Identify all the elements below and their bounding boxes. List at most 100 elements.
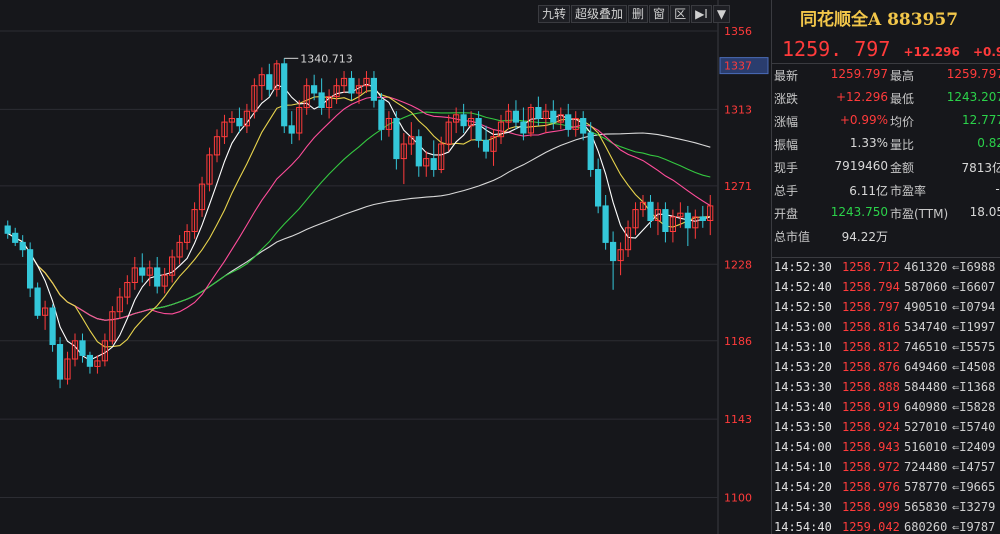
tick-row: 14:53:50 1258.924 527010 ⇐I5740 — [774, 420, 1000, 440]
tick-time: 14:53:20 — [774, 360, 832, 374]
super-overlay-button[interactable]: 超级叠加 — [571, 5, 628, 23]
candle-body — [198, 183, 206, 211]
tick-extra: ⇐I5828 — [952, 400, 996, 414]
y-tick-label: 1313 — [724, 103, 752, 116]
y-tick-label: 1186 — [724, 335, 752, 348]
tick-price: 1258.888 — [842, 380, 900, 394]
stat-value: 6.11亿 — [849, 184, 888, 198]
kline-chart[interactable]: 1356 1337 1313 1271 1228 1186 1143 1100 1340.713 — [0, 0, 770, 534]
candle-body — [602, 205, 609, 243]
quote-panel: 同花顺全A 883957 1259. 797 +12.296 +0.99% 最新… — [771, 0, 1000, 534]
y-tick-label: 1143 — [724, 413, 752, 426]
window-button[interactable]: 窗 — [649, 5, 670, 23]
play-end-icon[interactable]: ▶I — [691, 5, 712, 23]
stat-label: 均价 — [890, 115, 915, 129]
candle-body — [116, 296, 123, 313]
candle-body — [363, 77, 370, 87]
candle-body — [131, 267, 138, 283]
tick-time: 14:54:00 — [774, 440, 832, 454]
candle-body — [475, 118, 482, 141]
candle-body — [393, 118, 400, 160]
stat-value: 0.82 — [977, 136, 1000, 150]
candle-body — [4, 225, 11, 234]
candle-body — [408, 136, 415, 145]
candle-body — [632, 209, 639, 229]
stat-value: 12.777 — [962, 113, 1000, 127]
range-button[interactable]: 区 — [670, 5, 691, 23]
kline-chart-area[interactable]: 1356 1337 1313 1271 1228 1186 1143 1100 1340.713… — [0, 0, 770, 534]
tick-row: 14:53:10 1258.812 746510 ⇐I5575 — [774, 340, 1000, 360]
stat-row: 涨幅 +0.99% 均价 12.777 — [774, 113, 1000, 135]
candle-body — [243, 110, 251, 127]
stat-row: 现手 7919460 金额 7813亿 — [774, 159, 1000, 181]
stat-label: 金额 — [890, 161, 915, 175]
stat-value: +12.296 — [835, 90, 888, 104]
stat-label: 总市值 — [774, 230, 811, 244]
candle-body — [468, 118, 475, 127]
tick-time: 14:52:30 — [774, 260, 832, 274]
stat-value: 7919460 — [834, 159, 888, 173]
candle-body — [565, 114, 572, 130]
tick-extra: ⇐I3279 — [952, 500, 996, 514]
current-price-marker — [719, 57, 769, 75]
candle-body — [124, 282, 131, 298]
stat-label: 现手 — [774, 161, 799, 175]
candle-body — [94, 360, 101, 367]
tick-row: 14:52:30 1258.712 461320 ⇐I6988 — [774, 260, 1000, 280]
nine-turn-button[interactable]: 九转 — [538, 5, 571, 23]
candle-body — [281, 63, 288, 127]
tick-volume: 461320 — [904, 260, 948, 274]
y-tick-label: 1228 — [724, 258, 752, 271]
candle-body — [677, 212, 684, 218]
y-tick-label: 1100 — [724, 492, 752, 505]
tick-time: 14:52:40 — [774, 280, 832, 294]
candle-body — [326, 96, 333, 108]
candle-body — [453, 114, 460, 123]
stat-value: 7813亿 — [961, 161, 1000, 175]
tick-extra: ⇐I9665 — [952, 480, 996, 494]
tick-time: 14:52:50 — [774, 300, 832, 314]
price-change: +12.296 — [903, 45, 960, 59]
stat-row: 振幅 1.33%量比 0.82 — [774, 136, 1000, 158]
price-change-pct: +0.99% — [972, 45, 1000, 59]
tick-extra: ⇐I9787 — [952, 520, 996, 534]
candle-body — [266, 74, 273, 90]
candle-body — [617, 249, 624, 262]
chart-toolbar: 九转 超级叠加 删 窗 区 ▶I ▼ — [538, 5, 731, 23]
candle-body — [273, 63, 280, 90]
tick-price: 1258.919 — [842, 400, 900, 414]
candle-body — [340, 77, 348, 87]
tick-time: 14:53:30 — [774, 380, 832, 394]
tick-extra: ⇐I5740 — [952, 420, 996, 434]
tick-extra: ⇐I4757 — [952, 460, 996, 474]
candle-body — [669, 216, 676, 232]
candle-body — [71, 340, 79, 360]
stat-label: 涨幅 — [774, 115, 799, 129]
tick-volume: 724480 — [904, 460, 948, 474]
tick-price: 1258.999 — [842, 500, 900, 514]
candle-body — [497, 121, 505, 138]
tick-price: 1258.976 — [842, 480, 900, 494]
candle-body — [258, 74, 265, 87]
candle-body — [161, 274, 168, 287]
delete-button[interactable]: 删 — [628, 5, 649, 23]
dropdown-icon[interactable]: ▼ — [712, 5, 731, 23]
tick-volume: 584480 — [904, 380, 948, 394]
candle-body — [400, 143, 407, 160]
candle-body — [430, 158, 437, 171]
stat-value: 1243.750 — [830, 205, 888, 219]
candle-body — [385, 118, 392, 130]
candle-body — [542, 110, 549, 119]
candle-body — [56, 344, 64, 380]
tick-time: 14:53:40 — [774, 400, 832, 414]
candle-body — [595, 169, 602, 207]
tick-time: 14:53:50 — [774, 420, 832, 434]
candle-body — [550, 110, 557, 123]
stat-label: 涨跌 — [774, 92, 799, 106]
candle-body — [79, 340, 86, 356]
divider — [772, 257, 1000, 258]
tick-row: 14:53:00 1258.816 534740 ⇐I1997 — [774, 320, 1000, 340]
stat-label: 最高 — [890, 69, 915, 83]
tick-price: 1259.042 — [842, 520, 900, 534]
y-tick-label: 1271 — [724, 180, 752, 193]
